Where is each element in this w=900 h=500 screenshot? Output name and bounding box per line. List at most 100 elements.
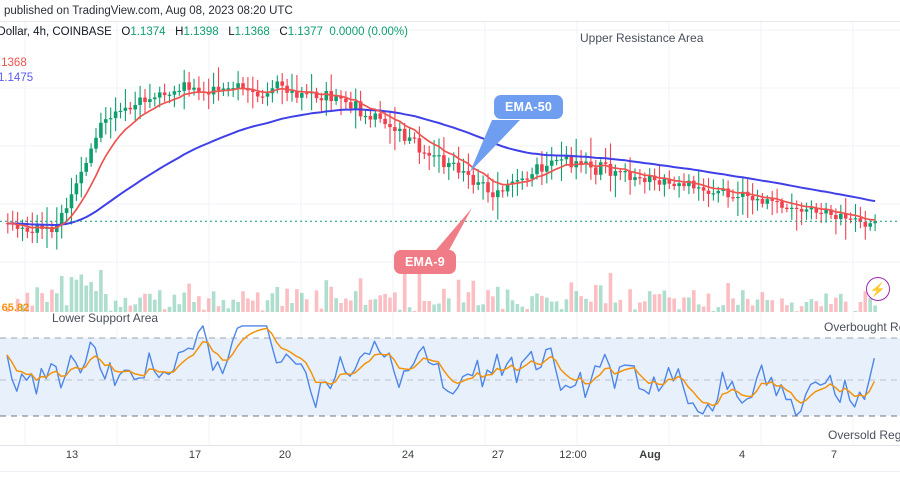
volume-bar [353,291,358,312]
volume-bar [829,303,833,312]
volume-bar [236,302,240,312]
indicator-legend-row-ema50[interactable]: , SMA, 5)1.1475 [0,71,33,86]
volume-bar [300,292,304,312]
volume-bar [153,299,157,312]
volume-bar [407,307,412,312]
volume-bar [393,292,397,312]
candle-body [167,94,172,96]
volume-bar [696,304,701,312]
candle-body [491,192,495,198]
candle-body [339,96,343,99]
candle-body [696,187,701,189]
candle-body [265,93,270,97]
candle-body [20,227,25,229]
candle-body [363,115,368,118]
candle-body [162,92,167,96]
candle-body [525,178,529,180]
candle-body [716,191,721,194]
price-chart-canvas [0,22,900,312]
volume-bar [481,304,485,312]
symbol-name: d States Dollar, 4h, COINBASE [0,26,112,38]
ohlc-low: L1.1368 [222,26,273,38]
candle-body [104,119,108,123]
volume-bar [427,301,431,312]
candle-body [383,118,387,125]
volume-bar [721,305,725,312]
candle-body [172,91,177,95]
volume-bar [40,293,44,312]
candle-body [579,161,583,165]
ohlc-open-value: 1.1374 [130,26,166,38]
candle-body [35,225,39,233]
candle-body [863,221,868,227]
volume-bar [515,303,520,312]
volume-bar [138,297,142,312]
volume-bar [20,305,25,312]
volume-bar [104,294,108,312]
candle-body [300,93,304,98]
volume-bar [579,296,583,312]
candle-body [221,88,226,91]
time-axis[interactable]: 13 17 20 24 27 12:00 Aug 4 7 [0,445,900,500]
volume-bar [349,300,353,312]
candle-body [466,171,471,175]
candle-body [510,181,515,185]
candle-body [486,182,490,193]
volume-bar [638,302,642,312]
candle-body [324,91,329,101]
volume-bar [711,310,716,312]
volume-bar [216,306,221,312]
volume-bar [741,290,745,312]
volume-bar [545,297,549,312]
volume-bar [143,293,147,312]
candle-body [108,118,113,120]
candle-body [500,190,505,192]
lightning-bolt-icon[interactable]: ⚡ [866,277,890,301]
volume-bar [231,299,235,312]
volume-bar [809,299,814,312]
callout-ema-9-label: EMA-9 [405,255,445,269]
candle-body [554,159,559,162]
symbol-legend[interactable]: d States Dollar, 4h, COINBASE O1.1374 H1… [0,26,408,38]
callout-ema-50[interactable]: EMA-50 [494,95,564,119]
candle-body [785,207,789,209]
volume-bar [206,298,211,312]
volume-bar [476,305,480,312]
indicator-legend-row-ema9[interactable]: SMA, 5)1.1368 [0,56,33,71]
candle-body [804,209,809,212]
candle-body [530,174,534,179]
candle-body [692,180,696,189]
candle-body [824,209,828,214]
volume-bar [799,306,804,312]
volume-bar [780,298,784,312]
volume-bar [422,300,427,312]
candle-body [153,97,157,100]
volume-bar [412,310,417,312]
candle-body [461,171,466,173]
volume-bar [716,307,721,312]
volume-bar [804,301,809,312]
volume-bar [177,304,182,312]
rsi-legend[interactable]: Afe765.82 [0,302,30,314]
annotation-overbought-region-text: Overbought Re [824,320,900,334]
volume-bar [496,286,500,312]
candle-body [496,190,500,198]
rsi-ma-line [6,327,875,407]
callout-ema-9[interactable]: EMA-9 [394,250,456,274]
volume-bar [113,300,118,312]
candle-body [687,180,691,187]
rsi-line [6,325,875,417]
candle-body [623,171,627,173]
volume-bar [554,301,559,312]
volume-bar [569,282,574,312]
volume-bar [471,280,476,312]
indicator-legend[interactable]: SMA, 5)1.1368 , SMA, 5)1.1475 [0,56,33,86]
indicator-value-ema50: 1.1475 [0,72,34,84]
volume-bar [221,299,226,312]
time-axis-tick-1200: 12:00 [559,449,587,461]
candle-body [304,93,309,95]
candle-body [236,83,240,89]
volume-bar [628,289,632,312]
volume-bar [64,305,69,312]
candle-body [226,88,231,90]
